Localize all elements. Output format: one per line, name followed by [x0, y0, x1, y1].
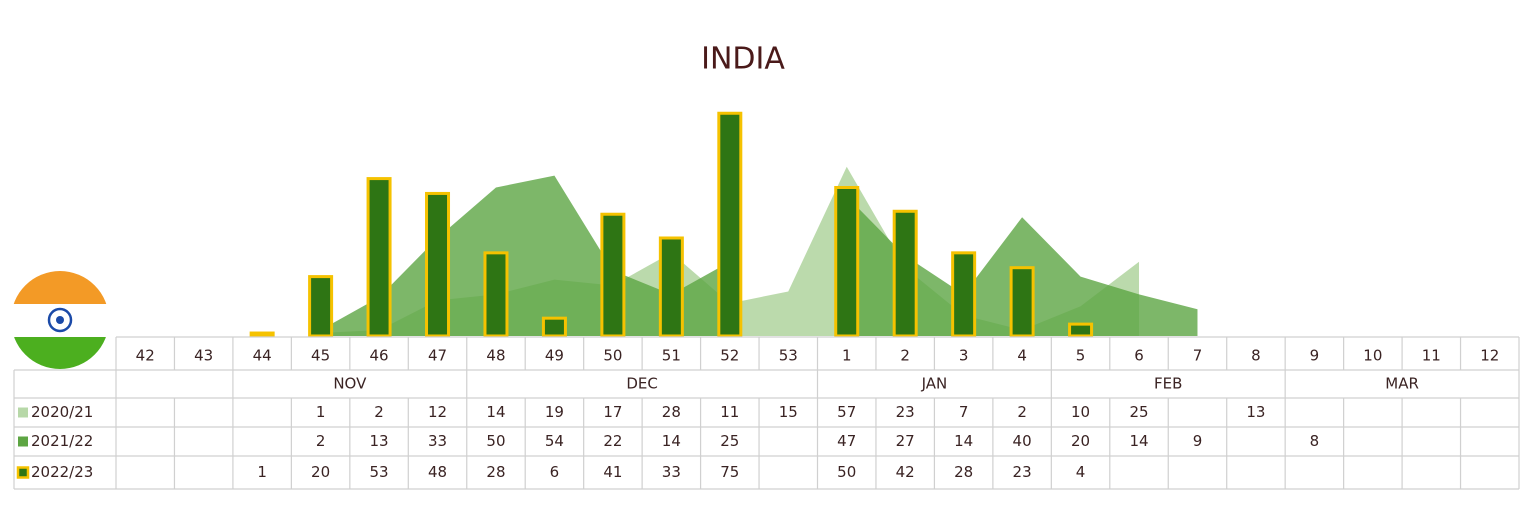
cell-value: 48 — [428, 463, 447, 481]
cell-value: 7 — [959, 403, 969, 421]
x-tick-label: 51 — [662, 347, 681, 365]
cell-value: 12 — [428, 403, 447, 421]
x-tick-label: 12 — [1480, 347, 1499, 365]
bar — [1009, 266, 1035, 338]
x-tick-label: 45 — [311, 347, 330, 365]
legend-swatch — [18, 436, 28, 447]
chart-title: INDIA — [701, 42, 785, 77]
legend-label: 2022/23 — [31, 463, 93, 481]
cell-value: 23 — [1013, 463, 1032, 481]
cell-value: 28 — [486, 463, 505, 481]
cell-value: 50 — [486, 432, 505, 450]
cell-value: 20 — [1071, 432, 1090, 450]
bar — [308, 275, 334, 338]
cell-value: 47 — [837, 432, 856, 450]
cell-value: 2 — [374, 403, 384, 421]
cell-value: 8 — [1310, 432, 1320, 450]
cell-value: 54 — [545, 432, 564, 450]
flag — [11, 271, 109, 369]
bar — [249, 331, 275, 338]
x-tick-label: 9 — [1310, 347, 1320, 365]
cell-value: 40 — [1013, 432, 1032, 450]
cell-value: 33 — [428, 432, 447, 450]
bar — [600, 212, 626, 338]
bar — [425, 191, 451, 338]
cell-value: 4 — [1076, 463, 1086, 481]
cell-value: 75 — [720, 463, 739, 481]
x-tick-label: 8 — [1251, 347, 1261, 365]
bar — [892, 209, 918, 338]
cell-value: 17 — [603, 403, 622, 421]
x-tick-label: 5 — [1076, 347, 1086, 365]
cell-value: 20 — [311, 463, 330, 481]
legend-swatch — [18, 407, 28, 418]
bar — [366, 177, 392, 338]
bar — [834, 186, 860, 338]
bar — [717, 111, 743, 338]
cell-value: 22 — [603, 432, 622, 450]
legend-swatch — [16, 466, 30, 479]
cell-value: 11 — [720, 403, 739, 421]
cell-value: 13 — [1246, 403, 1265, 421]
month-label: DEC — [626, 375, 658, 393]
bar — [541, 316, 567, 338]
month-label: JAN — [921, 375, 948, 393]
x-tick-label: 50 — [603, 347, 622, 365]
cell-value: 14 — [662, 432, 681, 450]
cell-value: 25 — [1129, 403, 1148, 421]
legend-label: 2021/22 — [31, 432, 93, 450]
cell-value: 23 — [896, 403, 915, 421]
bar — [951, 251, 977, 338]
cell-value: 57 — [837, 403, 856, 421]
x-tick-label: 48 — [486, 347, 505, 365]
x-tick-label: 42 — [136, 347, 155, 365]
x-tick-label: 46 — [370, 347, 389, 365]
month-label: MAR — [1385, 375, 1419, 393]
x-tick-label: 7 — [1193, 347, 1203, 365]
x-tick-label: 10 — [1363, 347, 1382, 365]
x-tick-label: 43 — [194, 347, 213, 365]
x-tick-label: 49 — [545, 347, 564, 365]
area — [320, 175, 730, 336]
month-label: NOV — [333, 375, 367, 393]
x-tick-label: 3 — [959, 347, 969, 365]
cell-value: 10 — [1071, 403, 1090, 421]
cell-value: 6 — [550, 463, 560, 481]
cell-value: 27 — [896, 432, 915, 450]
cell-value: 14 — [954, 432, 973, 450]
cell-value: 14 — [486, 403, 505, 421]
bar — [483, 251, 509, 338]
x-tick-label: 44 — [253, 347, 272, 365]
legend-label: 2020/21 — [31, 403, 93, 421]
cell-value: 13 — [370, 432, 389, 450]
cell-value: 41 — [603, 463, 622, 481]
x-tick-label: 53 — [779, 347, 798, 365]
cell-value: 33 — [662, 463, 681, 481]
cell-value: 15 — [779, 403, 798, 421]
month-label: FEB — [1154, 375, 1182, 393]
cell-value: 2 — [316, 432, 326, 450]
x-tick-label: 6 — [1134, 347, 1144, 365]
cell-value: 14 — [1129, 432, 1148, 450]
cell-value: 1 — [257, 463, 267, 481]
x-tick-label: 52 — [720, 347, 739, 365]
bar — [1068, 322, 1094, 338]
cell-value: 1 — [316, 403, 326, 421]
cell-value: 42 — [896, 463, 915, 481]
cell-value: 50 — [837, 463, 856, 481]
x-tick-label: 47 — [428, 347, 447, 365]
x-tick-label: 1 — [842, 347, 852, 365]
cell-value: 2 — [1017, 403, 1027, 421]
x-tick-label: 2 — [900, 347, 910, 365]
x-tick-label: 4 — [1017, 347, 1027, 365]
bar — [658, 236, 684, 338]
cell-value: 19 — [545, 403, 564, 421]
cell-value: 53 — [370, 463, 389, 481]
x-tick-label: 11 — [1422, 347, 1441, 365]
cell-value: 28 — [662, 403, 681, 421]
cell-value: 28 — [954, 463, 973, 481]
cell-value: 25 — [720, 432, 739, 450]
cell-value: 9 — [1193, 432, 1203, 450]
